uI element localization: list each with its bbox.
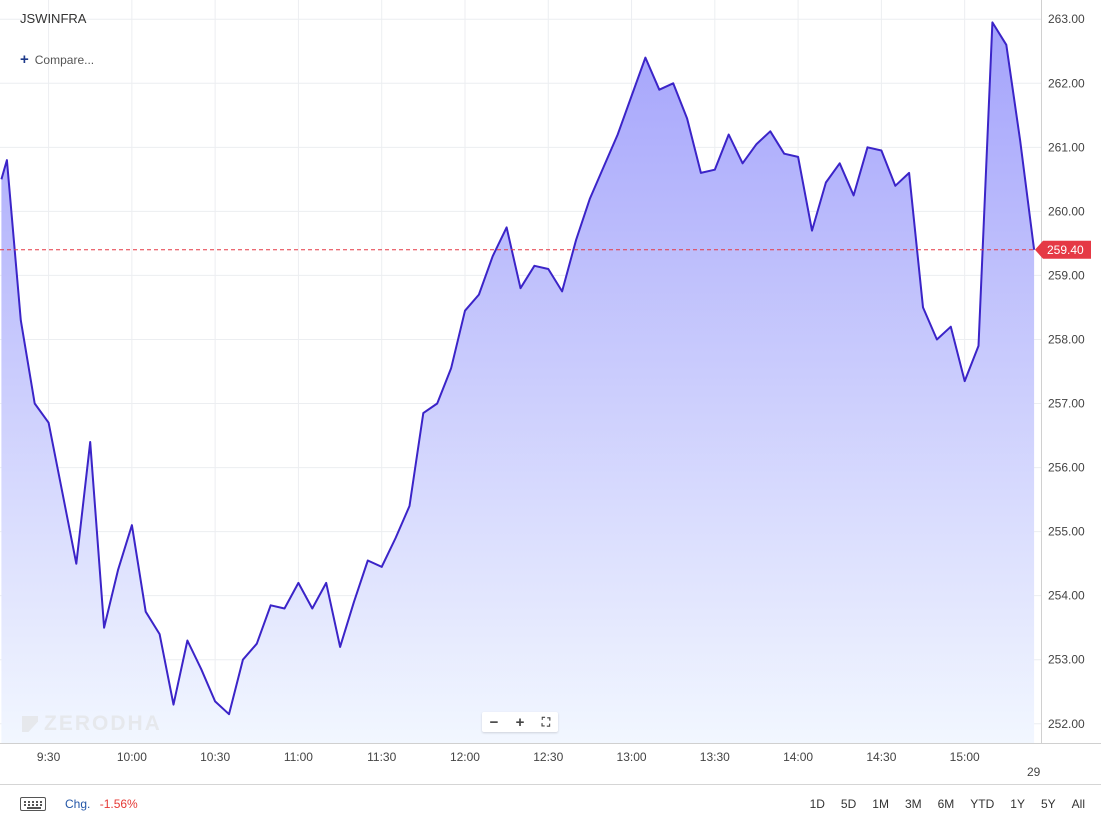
price-area-fill <box>1 22 1035 743</box>
x-tick-label: 12:30 <box>533 750 563 764</box>
x-tick-label: 11:00 <box>284 750 313 764</box>
current-price-tag: 259.40 <box>1035 240 1091 259</box>
y-tick-label: 254.00 <box>1048 589 1085 603</box>
x-tick-label: 11:30 <box>367 750 396 764</box>
zoom-controls: − + ⛶ <box>482 712 558 732</box>
x-tick-label: 9:30 <box>37 750 61 764</box>
compare-button[interactable]: + Compare... <box>20 51 95 68</box>
compare-label: Compare... <box>34 53 95 67</box>
x-tick-label: 14:00 <box>783 750 813 764</box>
y-tick-label: 259.00 <box>1048 268 1085 282</box>
change-label: Chg. <box>65 797 91 811</box>
zoom-in-button[interactable]: + <box>508 712 532 732</box>
change-value: -1.56% <box>99 797 138 811</box>
range-button-5y[interactable]: 5Y <box>1040 797 1056 811</box>
y-tick-label: 253.00 <box>1048 653 1085 667</box>
change-indicator: Chg. -1.56% <box>65 797 138 811</box>
y-tick-label: 252.00 <box>1048 717 1085 731</box>
minus-icon: − <box>489 713 499 731</box>
y-axis: 252.00 253.00 254.00 255.00 256.00 257.00 258.… <box>1048 12 1085 731</box>
range-button-all[interactable]: All <box>1071 797 1085 811</box>
y-tick-label: 262.00 <box>1048 76 1085 90</box>
x-tick-label: 10:00 <box>117 750 147 764</box>
x-axis: 9:30 10:00 10:30 11:00 11:30 12:00 12:30 13:00 1… <box>37 750 1041 779</box>
range-button-1m[interactable]: 1M <box>872 797 889 811</box>
y-tick-label: 257.00 <box>1048 397 1085 411</box>
zoom-out-button[interactable]: − <box>482 712 506 732</box>
range-selector: 1D 5D 1M 3M 6M YTD 1Y 5Y All <box>802 797 1087 811</box>
range-button-5d[interactable]: 5D <box>840 797 857 811</box>
range-button-1y[interactable]: 1Y <box>1010 797 1025 811</box>
y-tick-label: 260.00 <box>1048 204 1085 218</box>
watermark-text: ZERODHA <box>44 712 162 735</box>
plus-icon: + <box>515 713 525 731</box>
symbol-label: JSWINFRA <box>20 11 87 26</box>
current-price-label: 259.40 <box>1047 243 1084 257</box>
y-tick-label: 256.00 <box>1048 461 1085 475</box>
zerodha-logo-icon <box>22 716 38 732</box>
y-tick-label: 261.00 <box>1048 140 1085 154</box>
y-tick-label: 258.00 <box>1048 332 1085 346</box>
chart-footer: Chg. -1.56% 1D 5D 1M 3M 6M YTD 1Y 5Y All <box>0 784 1101 822</box>
price-chart[interactable]: 252.00 253.00 254.00 255.00 256.00 257.00 258.… <box>0 0 1101 784</box>
price-line <box>0 21 1036 716</box>
range-button-ytd[interactable]: YTD <box>970 797 995 811</box>
range-button-1d[interactable]: 1D <box>809 797 825 811</box>
watermark: ZERODHA <box>22 712 162 736</box>
x-tick-label: 13:30 <box>700 750 730 764</box>
x-tick-label: 13:00 <box>617 750 647 764</box>
fullscreen-button[interactable]: ⛶ <box>534 712 558 732</box>
x-tick-label: 14:30 <box>866 750 896 764</box>
y-tick-label: 255.00 <box>1048 525 1085 539</box>
fullscreen-icon: ⛶ <box>541 714 551 729</box>
x-tick-label: 10:30 <box>200 750 230 764</box>
plus-icon: + <box>20 51 29 68</box>
keyboard-icon[interactable] <box>20 797 46 811</box>
y-tick-label: 263.00 <box>1048 12 1085 26</box>
range-button-3m[interactable]: 3M <box>904 797 922 811</box>
range-button-6m[interactable]: 6M <box>937 797 955 811</box>
x-tick-label: 12:00 <box>450 750 480 764</box>
x-edge-label: 29 <box>1027 765 1041 779</box>
x-tick-label: 15:00 <box>950 750 980 764</box>
